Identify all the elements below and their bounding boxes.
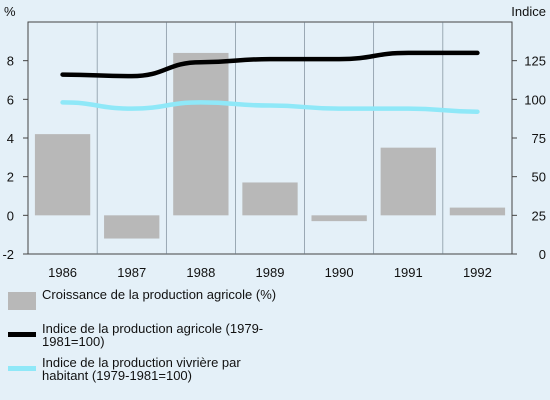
- x-tick-label: 1987: [117, 265, 146, 280]
- right-tick-label: 125: [524, 54, 546, 69]
- legend-swatch-bar: [8, 292, 36, 310]
- legend-item-agri-index: Indice de la production agricole (1979-1…: [6, 320, 306, 350]
- bar: [173, 52, 229, 216]
- bar: [34, 134, 91, 216]
- left-tick-label: 0: [7, 208, 14, 223]
- x-tick-label: 1986: [48, 265, 77, 280]
- x-tick-label: 1991: [394, 265, 423, 280]
- series-line: [60, 100, 480, 114]
- right-tick-label: 50: [532, 170, 546, 185]
- series-line: [60, 50, 480, 79]
- bar: [449, 207, 506, 216]
- right-tick-label: 0: [539, 247, 546, 262]
- left-tick-label: 6: [7, 92, 14, 107]
- x-tick-label: 1989: [256, 265, 285, 280]
- left-tick-label: 8: [7, 54, 14, 69]
- left-tick-label: -2: [2, 247, 14, 262]
- x-tick-label: 1990: [325, 265, 354, 280]
- bar: [380, 147, 436, 216]
- left-tick-label: 4: [7, 131, 14, 146]
- right-tick-label: 100: [524, 92, 546, 107]
- bar: [104, 215, 160, 239]
- legend-swatch-line: [8, 332, 36, 337]
- legend-item-growth: Croissance de la production agricole (%): [6, 286, 306, 316]
- legend: Croissance de la production agricole (%)…: [6, 286, 306, 388]
- plot-frame: [27, 21, 513, 255]
- left-tick-label: 2: [7, 170, 14, 185]
- right-axis-ticks: 0 25 50 75 100 125: [512, 54, 546, 262]
- bar-series: [34, 52, 506, 239]
- legend-item-food-index: Indice de la production vivrière par hab…: [6, 354, 306, 384]
- legend-label: Indice de la production vivrière par hab…: [42, 355, 241, 383]
- bar: [242, 182, 298, 216]
- right-axis-unit: Indice: [511, 4, 546, 19]
- bar: [311, 215, 367, 222]
- x-tick-label: 1988: [186, 265, 215, 280]
- line-series: [60, 50, 480, 114]
- x-tick-label: 1992: [463, 265, 492, 280]
- left-axis-unit: %: [4, 4, 16, 19]
- legend-swatch-line: [8, 366, 36, 371]
- legend-label: Indice de la production agricole (1979-1…: [42, 321, 264, 349]
- x-axis-ticks: 1986 1987 1988 1989 1990 1991 1992: [48, 265, 492, 280]
- left-axis-ticks: -2 0 2 4 6 8: [2, 54, 28, 262]
- legend-label: Croissance de la production agricole (%): [42, 287, 277, 302]
- right-tick-label: 25: [532, 208, 546, 223]
- right-tick-label: 75: [532, 131, 546, 146]
